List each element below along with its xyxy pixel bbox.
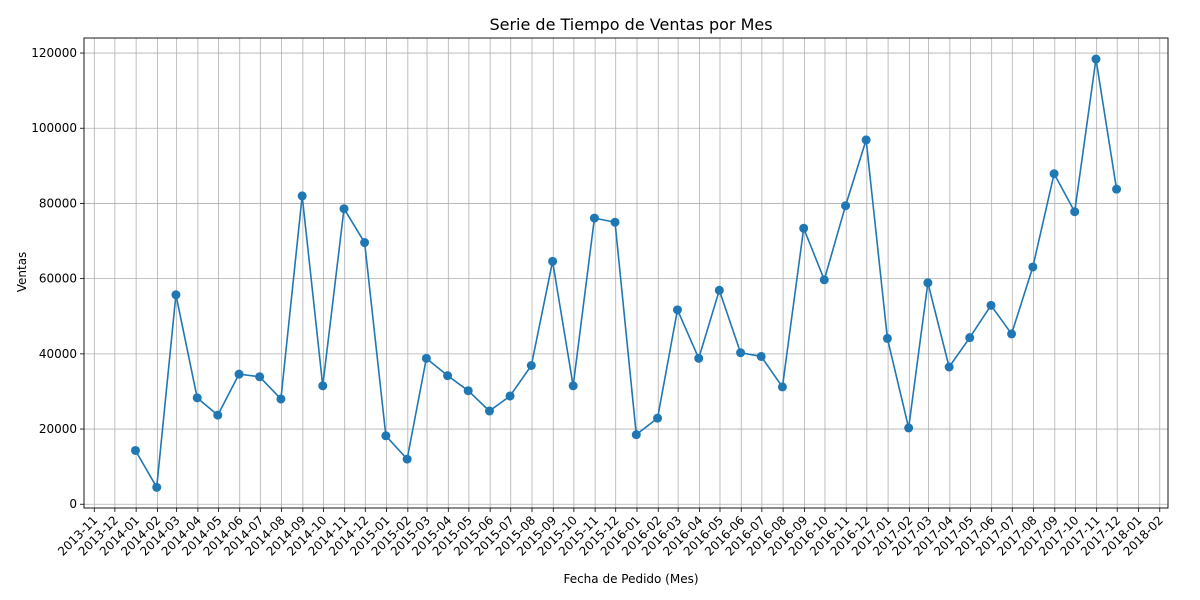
data-point bbox=[1007, 329, 1017, 339]
data-point bbox=[1112, 184, 1122, 194]
data-point bbox=[1091, 54, 1101, 64]
y-tick-label: 0 bbox=[69, 497, 77, 511]
data-point bbox=[1049, 169, 1059, 179]
data-point bbox=[339, 204, 349, 214]
data-point bbox=[653, 413, 663, 423]
data-point bbox=[589, 213, 599, 223]
sales-line bbox=[134, 58, 1118, 489]
sales-series bbox=[130, 54, 1122, 492]
data-point bbox=[381, 431, 391, 441]
plot-frame bbox=[83, 37, 1169, 509]
data-point bbox=[297, 191, 307, 201]
y-tick-label: 120000 bbox=[31, 46, 77, 60]
data-point bbox=[402, 454, 412, 464]
data-point bbox=[234, 369, 244, 379]
data-point bbox=[694, 353, 704, 363]
data-point bbox=[756, 351, 766, 361]
data-point bbox=[819, 275, 829, 285]
data-point bbox=[861, 135, 871, 145]
data-point bbox=[923, 278, 933, 288]
y-axis-label: Ventas bbox=[15, 252, 29, 293]
y-tick-label: 80000 bbox=[39, 196, 77, 210]
data-point bbox=[171, 290, 181, 300]
data-point bbox=[904, 423, 914, 433]
data-point bbox=[777, 382, 787, 392]
data-point bbox=[882, 333, 892, 343]
data-point bbox=[631, 430, 641, 440]
data-point bbox=[799, 223, 809, 233]
data-point bbox=[213, 410, 223, 420]
data-point bbox=[965, 333, 975, 343]
data-point bbox=[276, 394, 286, 404]
data-point bbox=[152, 482, 162, 492]
data-point bbox=[568, 381, 578, 391]
x-axis-label: Fecha de Pedido (Mes) bbox=[563, 572, 698, 586]
y-tick-label: 20000 bbox=[39, 422, 77, 436]
y-tick-label: 40000 bbox=[39, 347, 77, 361]
data-point bbox=[1070, 207, 1080, 217]
data-point bbox=[255, 372, 265, 382]
data-point bbox=[672, 305, 682, 315]
data-point bbox=[130, 445, 140, 455]
data-point bbox=[318, 381, 328, 391]
y-tick-label: 60000 bbox=[39, 272, 77, 286]
data-point bbox=[421, 353, 431, 363]
data-point bbox=[463, 386, 473, 396]
data-point bbox=[526, 360, 536, 370]
data-point bbox=[484, 406, 494, 416]
data-point bbox=[986, 300, 996, 310]
data-point bbox=[548, 256, 558, 266]
y-tick-label: 100000 bbox=[31, 121, 77, 135]
data-point bbox=[1028, 262, 1038, 272]
data-point bbox=[736, 348, 746, 358]
data-point bbox=[610, 217, 620, 227]
data-point bbox=[944, 362, 954, 372]
chart-title: Serie de Tiempo de Ventas por Mes bbox=[489, 15, 772, 34]
data-point bbox=[841, 201, 851, 211]
data-point bbox=[443, 371, 453, 381]
data-point bbox=[192, 393, 202, 403]
data-point bbox=[714, 285, 724, 295]
data-point bbox=[360, 238, 370, 248]
data-point bbox=[505, 391, 515, 401]
axes: 0200004000060000800001000001200002013-11… bbox=[31, 37, 1169, 559]
